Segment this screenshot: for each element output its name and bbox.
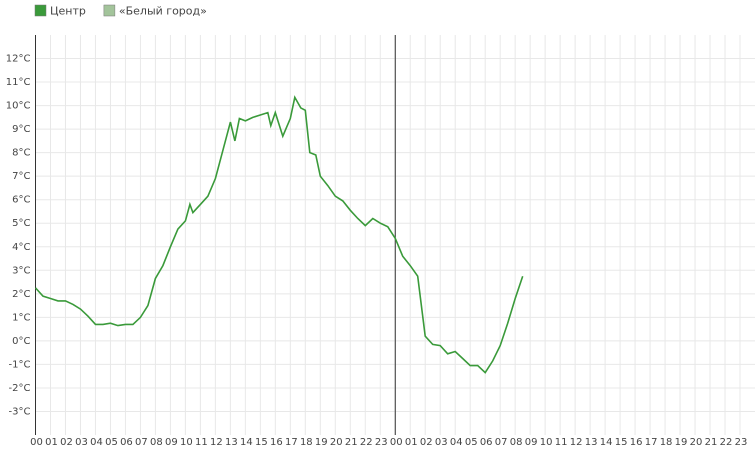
y-tick-label: 1°C [12,312,30,323]
x-tick-label: 08 [150,437,163,448]
x-tick-label: 06 [120,437,133,448]
y-tick-label: 12°C [6,54,31,65]
x-tick-label: 03 [435,437,448,448]
x-tick-label: 04 [450,437,463,448]
y-tick-label: -2°C [9,383,31,394]
legend-label[interactable]: «Белый город» [119,5,207,18]
y-tick-label: 11°C [6,77,31,88]
x-tick-label: 23 [375,437,388,448]
x-tick-label: 13 [585,437,598,448]
y-tick-label: 10°C [6,101,31,112]
x-tick-label: 01 [405,437,418,448]
y-tick-label: 9°C [12,124,30,135]
x-tick-label: 08 [510,437,523,448]
x-tick-label: 00 [30,437,43,448]
x-tick-label: 06 [480,437,493,448]
legend-swatch[interactable] [103,4,116,17]
y-tick-label: 3°C [12,265,30,276]
legend-swatch[interactable] [34,4,47,17]
x-tick-label: 19 [675,437,688,448]
y-tick-label: 0°C [12,336,30,347]
x-tick-label: 09 [525,437,538,448]
x-tick-label: 21 [345,437,358,448]
x-tick-label: 10 [540,437,553,448]
y-tick-label: 6°C [12,195,30,206]
x-tick-label: 10 [180,437,193,448]
x-tick-label: 20 [330,437,343,448]
x-tick-label: 03 [75,437,88,448]
y-tick-label: 2°C [12,289,30,300]
x-tick-label: 13 [225,437,238,448]
x-tick-label: 00 [390,437,403,448]
x-tick-label: 17 [285,437,298,448]
y-tick-label: 5°C [12,218,30,229]
x-tick-label: 22 [360,437,373,448]
y-tick-label: -1°C [9,359,31,370]
x-tick-label: 09 [165,437,178,448]
x-tick-label: 19 [315,437,328,448]
x-tick-label: 02 [60,437,73,448]
x-tick-label: 14 [240,437,253,448]
legend-label[interactable]: Центр [50,5,86,18]
x-tick-label: 17 [645,437,658,448]
x-tick-label: 20 [690,437,703,448]
x-tick-label: 12 [210,437,223,448]
x-tick-label: 02 [420,437,433,448]
x-tick-label: 21 [705,437,718,448]
x-tick-label: 16 [270,437,283,448]
x-tick-label: 05 [105,437,118,448]
y-tick-label: 8°C [12,148,30,159]
x-tick-label: 11 [195,437,208,448]
y-tick-label: 4°C [12,242,30,253]
x-tick-label: 11 [555,437,568,448]
x-tick-label: 04 [90,437,103,448]
x-tick-label: 23 [735,437,748,448]
x-tick-label: 05 [465,437,478,448]
x-tick-label: 12 [570,437,583,448]
x-tick-label: 18 [660,437,673,448]
y-tick-label: 7°C [12,171,30,182]
x-tick-label: 07 [135,437,148,448]
x-tick-label: 01 [45,437,58,448]
series-line [34,95,524,374]
x-tick-label: 15 [615,437,628,448]
x-tick-label: 16 [630,437,643,448]
x-tick-label: 22 [720,437,733,448]
y-tick-label: -3°C [9,406,31,417]
x-tick-label: 18 [300,437,313,448]
x-tick-label: 14 [600,437,613,448]
x-tick-label: 07 [495,437,508,448]
x-tick-label: 15 [255,437,268,448]
